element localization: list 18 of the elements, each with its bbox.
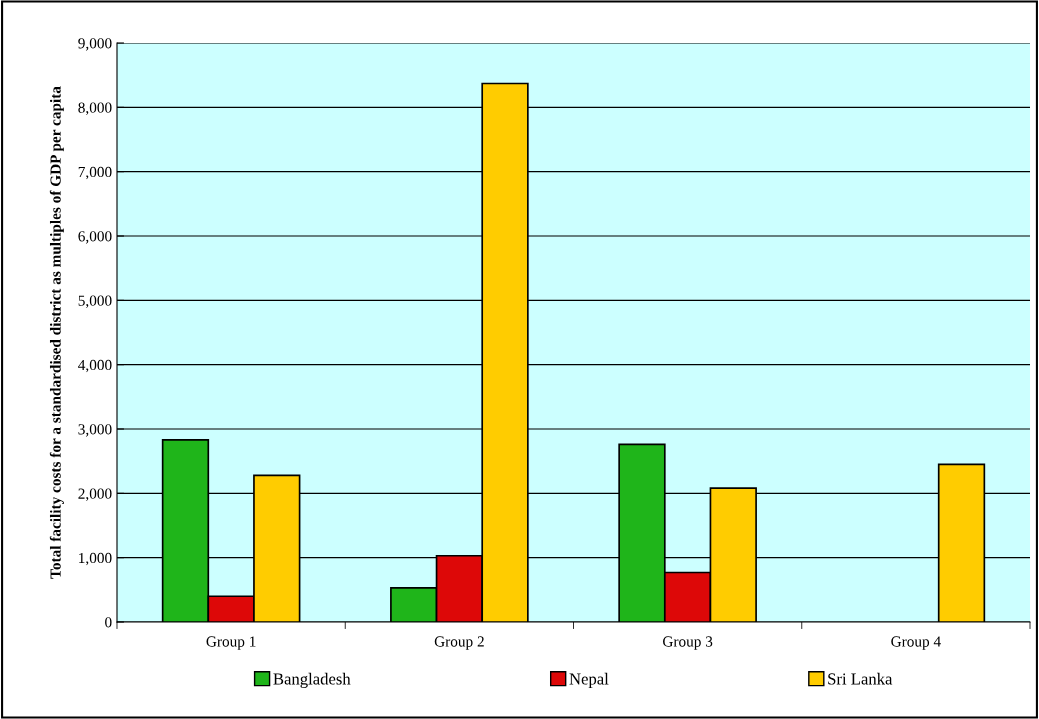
- y-axis-title: Total facility costs for a standardised district as multiples of GDP per capita: [49, 86, 64, 579]
- legend-label: Sri Lanka: [828, 672, 893, 685]
- y-tick-label: 4,000: [78, 359, 112, 373]
- y-tick-label: 3,000: [78, 424, 112, 437]
- x-tick-label: Group 3: [663, 636, 713, 650]
- x-tick-label: Group 2: [434, 636, 484, 650]
- y-tick-label: 6,000: [78, 231, 112, 244]
- y-tick-label: 5,000: [78, 295, 112, 308]
- y-tick-label: 8,000: [78, 102, 112, 115]
- y-tick-label: 9,000: [78, 38, 112, 51]
- x-tick-label: Group 4: [891, 636, 941, 650]
- y-tick-label: 2,000: [78, 488, 112, 501]
- y-tick-label: 7,000: [78, 166, 112, 180]
- x-tick-label: Group 1: [206, 636, 256, 650]
- legend-label: Nepal: [569, 672, 609, 688]
- legend-label: Bangladesh: [273, 672, 351, 688]
- y-tick-label: 1,000: [79, 552, 112, 566]
- y-tick-label: 0: [105, 617, 112, 628]
